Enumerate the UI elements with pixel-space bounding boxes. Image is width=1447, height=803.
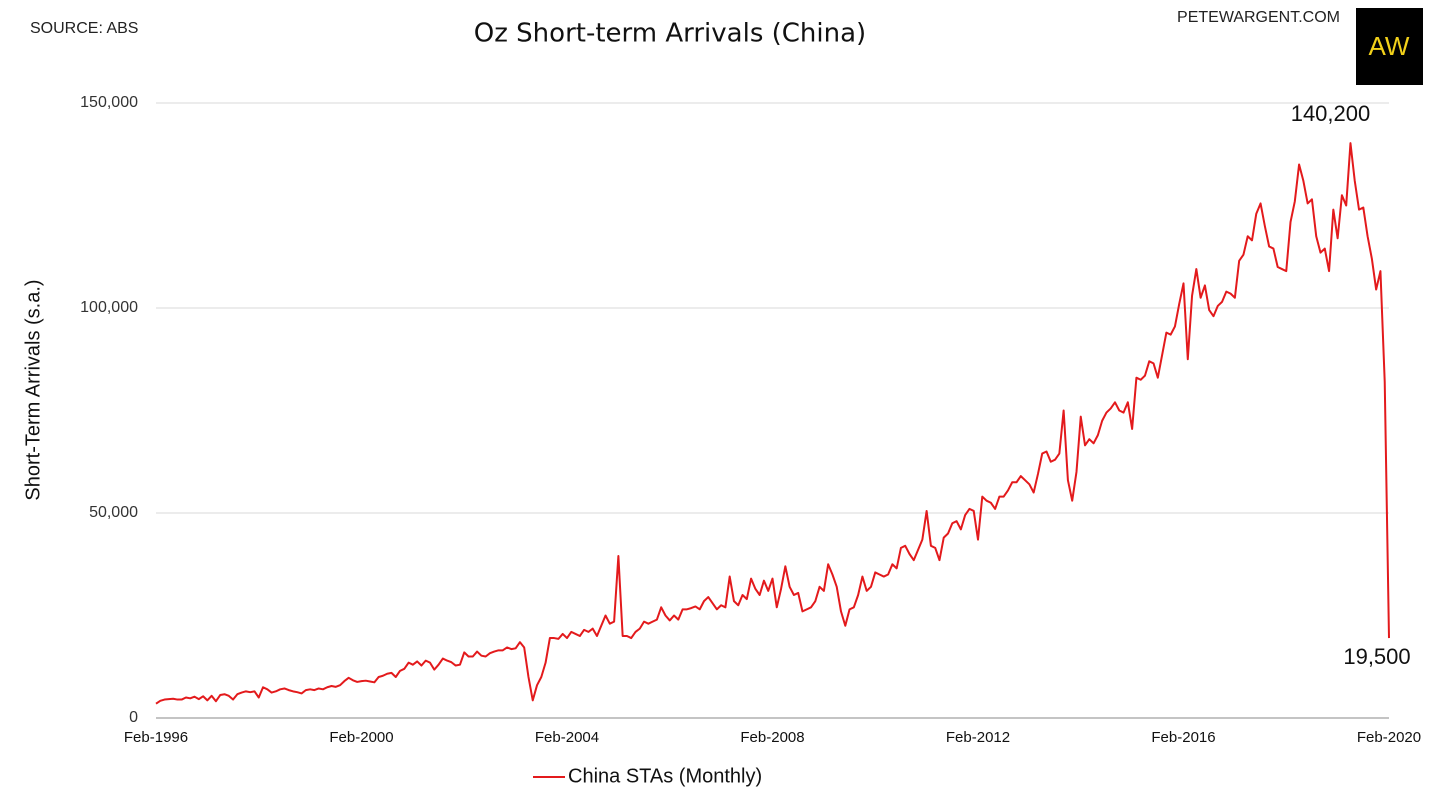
y-tick-label: 100,000 bbox=[80, 299, 138, 316]
value-label: 19,500 bbox=[1343, 644, 1410, 669]
x-tick-label: Feb-2016 bbox=[1151, 729, 1215, 746]
y-tick-label: 50,000 bbox=[89, 504, 138, 521]
x-tick-label: Feb-1996 bbox=[124, 729, 188, 746]
legend-label: China STAs (Monthly) bbox=[568, 765, 762, 787]
y-axis-title: Short-Term Arrivals (s.a.) bbox=[22, 279, 44, 500]
source: SOURCE: ABS bbox=[30, 20, 138, 37]
y-tick-label: 0 bbox=[129, 709, 138, 726]
value-label: 140,200 bbox=[1291, 101, 1371, 126]
chart-title: Oz Short-term Arrivals (China) bbox=[474, 19, 866, 49]
x-tick-label: Feb-2012 bbox=[946, 729, 1010, 746]
logo: AW bbox=[1369, 31, 1410, 61]
x-tick-label: Feb-2000 bbox=[329, 729, 393, 746]
x-tick-label: Feb-2008 bbox=[740, 729, 804, 746]
logo-box bbox=[1356, 8, 1423, 85]
series-line bbox=[155, 142, 1390, 705]
x-tick-label: Feb-2004 bbox=[535, 729, 599, 746]
y-tick-label: 150,000 bbox=[80, 94, 138, 111]
x-tick-label: Feb-2020 bbox=[1357, 729, 1421, 746]
credit: PETEWARGENT.COM bbox=[1177, 9, 1340, 26]
